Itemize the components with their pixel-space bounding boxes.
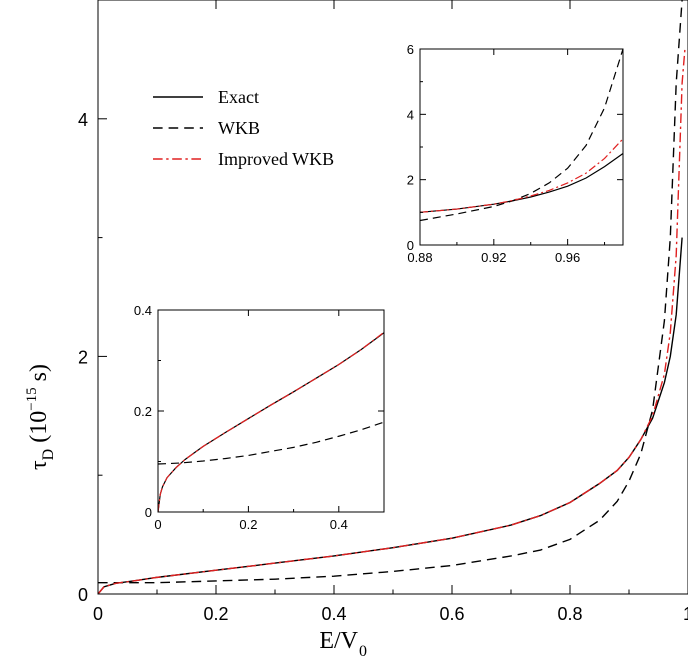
inset-upper-series-wkb <box>420 49 623 222</box>
y-axis-label-exponent: −15 <box>24 387 40 410</box>
y-axis-title: τD (10−15 s) <box>24 364 57 470</box>
main-y-tick-label: 4 <box>78 110 88 130</box>
main-x-tick-label: 0.8 <box>557 604 582 624</box>
legend-label-exact: Exact <box>218 87 259 107</box>
x-axis-title: E/V 0 <box>319 628 367 660</box>
inset-lower-y-tick-label: 0.2 <box>134 404 152 419</box>
inset-lower-series-improved-wkb <box>158 331 384 512</box>
svg-text:τD(10−15 s): τD (10−15 s) <box>24 364 57 470</box>
inset-upper-x-tick-label: 0.96 <box>555 250 580 265</box>
inset-upper-y-tick-label: 4 <box>407 107 414 122</box>
main-x-tick-label: 0.6 <box>439 604 464 624</box>
x-axis-label: E/V <box>319 628 358 654</box>
main-x-tick-label: 0.2 <box>203 604 228 624</box>
inset-lower-x-tick-label: 0.2 <box>239 517 257 532</box>
inset-upper-y-tick-label: 2 <box>407 173 414 188</box>
legend-label-improved-wkb: Improved WKB <box>218 149 334 169</box>
inset-lower-x-tick-label: 0.4 <box>330 517 348 532</box>
inset-upper-x-tick-label: 0.92 <box>481 250 506 265</box>
inset-upper-series-group <box>420 49 623 222</box>
inset-lower-left: 0 0.2 0.4 0 0.2 0.4 <box>134 303 385 532</box>
main-y-tick-label: 2 <box>78 347 88 367</box>
main-x-tick-label: 1 <box>683 604 688 624</box>
main-series-group <box>98 0 686 594</box>
inset-upper-y-tick-label: 6 <box>407 42 414 57</box>
inset-lower-background <box>158 310 384 512</box>
legend: Exact WKB Improved WKB <box>153 87 334 169</box>
y-axis-label-subscript: D <box>40 449 57 461</box>
y-axis-label-main: τ <box>26 460 52 470</box>
inset-upper-series-improved-wkb <box>420 138 623 213</box>
inset-upper-background <box>420 49 623 245</box>
main-x-tick-label: 0.4 <box>321 604 346 624</box>
inset-upper-x-tick-label: 0.88 <box>407 250 432 265</box>
y-axis-label-unit: (10 <box>26 411 52 443</box>
y-axis-label-unit-end: s) <box>26 364 52 387</box>
main-x-tick-label: 0 <box>93 604 103 624</box>
main-y-tick-label: 0 <box>78 585 88 605</box>
inset-lower-series-group <box>158 331 384 512</box>
legend-label-wkb: WKB <box>218 118 260 138</box>
inset-upper-y-tick-label: 0 <box>407 238 414 253</box>
main-series-wkb <box>98 0 683 584</box>
inset-lower-y-tick-label: 0 <box>145 505 152 520</box>
inset-lower-y-tick-label: 0.4 <box>134 303 152 318</box>
inset-upper-right: 0.88 0.92 0.96 0 2 4 6 <box>407 42 624 265</box>
x-axis-label-subscript: 0 <box>359 643 367 660</box>
inset-lower-x-tick-label: 0 <box>154 517 161 532</box>
